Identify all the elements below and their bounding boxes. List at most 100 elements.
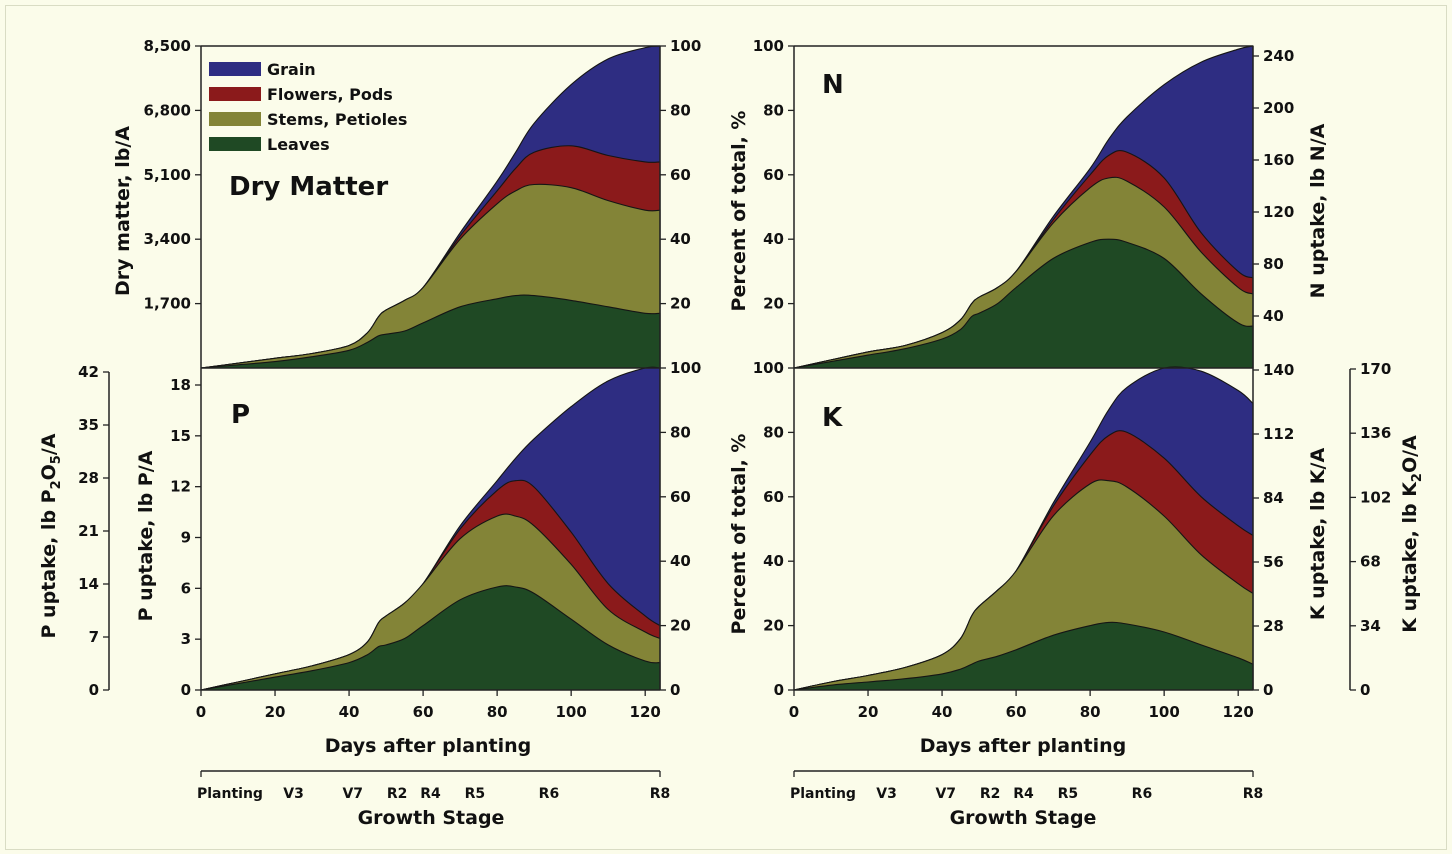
p-left-tick-label: 6 — [181, 579, 191, 597]
k-right-tick-label: 112 — [1263, 425, 1294, 443]
ylabel-k2o-uptake: K uptake, lb K2O/A — [1399, 435, 1425, 633]
area-leaves-p — [200, 585, 661, 691]
nutrient-uptake-figure: 1,7003,4005,1006,8008,500204060801002040… — [38, 37, 1425, 829]
left-stage-label: V7 — [342, 786, 363, 802]
left-x-tick-label: 20 — [265, 703, 286, 721]
legend-label-stems: Stems, Petioles — [267, 110, 407, 129]
left-x-tick-label: 120 — [630, 703, 661, 721]
left-x-tick-label: 80 — [487, 703, 508, 721]
left-x-tick-label: 100 — [556, 703, 587, 721]
dm-right-tick-label: 40 — [670, 230, 691, 248]
k-left-tick-label: 40 — [763, 552, 784, 570]
p-left-tick-label: 9 — [181, 529, 191, 547]
k-left-tick-label: 60 — [763, 488, 784, 506]
p2o5-tick-label: 21 — [78, 522, 99, 540]
panel-label-p: P — [231, 400, 250, 430]
n-left-tick-label: 60 — [763, 166, 784, 184]
k2o-tick-label: 34 — [1360, 617, 1381, 635]
dm-right-tick-label: 60 — [670, 166, 691, 184]
n-right-tick-label: 240 — [1263, 47, 1294, 65]
ylabel-percent-n: Percent of total, % — [728, 111, 750, 312]
n-left-tick-label: 80 — [763, 101, 784, 119]
right-stage-label: V7 — [935, 786, 956, 802]
k2o-tick-label: 136 — [1360, 424, 1391, 442]
k-right-tick-label: 140 — [1263, 361, 1294, 379]
k-right-tick-label: 0 — [1263, 681, 1273, 699]
p2o5-tick-label: 35 — [78, 416, 99, 434]
left-x-tick-label: 0 — [196, 703, 206, 721]
right-stage-label: Planting — [790, 786, 856, 802]
p-right-tick-label: 100 — [670, 359, 701, 377]
area-leaves-k — [793, 621, 1254, 691]
legend-swatch-grain — [209, 62, 261, 76]
k-left-tick-label: 20 — [763, 617, 784, 635]
right-x-tick-label: 40 — [932, 703, 953, 721]
legend-swatch-flowers — [209, 87, 261, 101]
k-right-tick-label: 84 — [1263, 489, 1284, 507]
legend-label-leaves: Leaves — [267, 135, 330, 154]
left-stage-label: Planting — [197, 786, 263, 802]
k2o-tick-label: 170 — [1360, 360, 1391, 378]
p-right-tick-label: 20 — [670, 617, 691, 635]
ylabel-percent-k: Percent of total, % — [728, 434, 750, 635]
p-right-tick-label: 40 — [670, 552, 691, 570]
ylabel-dry-matter: Dry matter, lb/A — [112, 126, 134, 296]
right-stage-label: R6 — [1132, 786, 1153, 802]
right-x-tick-label: 0 — [789, 703, 799, 721]
p2o5-tick-label: 28 — [78, 469, 99, 487]
n-right-tick-label: 120 — [1263, 203, 1294, 221]
n-left-tick-label: 20 — [763, 295, 784, 313]
k-left-tick-label: 0 — [774, 681, 784, 699]
figure-frame: 1,700 3,400 5,100 6,800 8,500 20 40 60 80 100 20 40… — [5, 5, 1447, 850]
xlabel-left: Days after planting — [325, 735, 532, 757]
ylabel-p-uptake: P uptake, lb P/A — [135, 450, 157, 621]
dm-right-tick-label: 80 — [670, 101, 691, 119]
right-stage-label: R4 — [1013, 786, 1034, 802]
right-x-tick-label: 20 — [858, 703, 879, 721]
right-x-tick-label: 80 — [1080, 703, 1101, 721]
p2o5-tick-label: 14 — [78, 575, 99, 593]
panel-label-dry-matter: Dry Matter — [229, 172, 388, 202]
left-stage-label: R4 — [420, 786, 441, 802]
ylabel-p2o5-uptake: P uptake, lb P2O5/A — [38, 433, 64, 638]
dm-right-tick-label: 100 — [670, 37, 701, 55]
legend-label-grain: Grain — [267, 60, 316, 79]
p2o5-tick-label: 7 — [89, 628, 99, 646]
p-right-tick-label: 0 — [670, 681, 680, 699]
panel-label-k: K — [822, 403, 843, 433]
n-left-tick-label: 100 — [753, 37, 784, 55]
left-stage-label: R8 — [650, 786, 671, 802]
panel-label-n: N — [822, 70, 844, 100]
ylabel-n-uptake: N uptake, lb N/A — [1307, 123, 1329, 298]
right-x-tick-label: 60 — [1006, 703, 1027, 721]
xlabel-right: Days after planting — [920, 735, 1127, 757]
legend-swatch-leaves — [209, 137, 261, 151]
k-right-tick-label: 56 — [1263, 553, 1284, 571]
k2o-tick-label: 0 — [1360, 681, 1370, 699]
area-leaves-n — [793, 238, 1254, 369]
right-x-tick-label: 120 — [1223, 703, 1254, 721]
p-left-tick-label: 15 — [170, 427, 191, 445]
left-stage-label: V3 — [283, 786, 304, 802]
n-right-tick-label: 160 — [1263, 151, 1294, 169]
left-stage-label: R2 — [387, 786, 408, 802]
left-stage-label: R5 — [465, 786, 486, 802]
dm-right-tick-label: 20 — [670, 295, 691, 313]
k-left-tick-label: 80 — [763, 423, 784, 441]
n-right-tick-label: 200 — [1263, 99, 1294, 117]
n-right-tick-label: 40 — [1263, 307, 1284, 325]
k2o-tick-label: 68 — [1360, 553, 1381, 571]
p-left-tick-label: 12 — [170, 478, 191, 496]
legend-label-flowers: Flowers, Pods — [267, 85, 393, 104]
legend: Grain Flowers, Pods Stems, Petioles Leav… — [209, 60, 407, 154]
right-stage-label: R5 — [1058, 786, 1079, 802]
k2o-tick-label: 102 — [1360, 488, 1391, 506]
dm-left-tick-label: 1,700 — [144, 295, 191, 313]
n-left-tick-label: 40 — [763, 230, 784, 248]
dm-left-tick-label: 8,500 — [144, 37, 191, 55]
p-right-tick-label: 80 — [670, 423, 691, 441]
p2o5-tick-label: 42 — [78, 363, 99, 381]
growth-stage-label-left: Growth Stage — [358, 807, 505, 829]
right-stage-label: R8 — [1243, 786, 1264, 802]
legend-swatch-stems — [209, 112, 261, 126]
